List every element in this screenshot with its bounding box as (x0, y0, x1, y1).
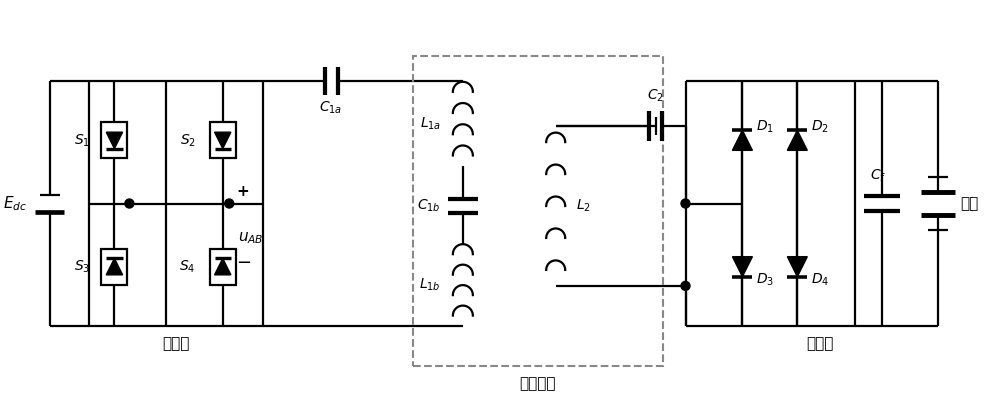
Text: $L_{1a}$: $L_{1a}$ (420, 115, 441, 132)
Text: −: − (236, 255, 251, 272)
Text: $D_{2}$: $D_{2}$ (811, 119, 829, 135)
Polygon shape (732, 130, 752, 150)
Text: 发射端: 发射端 (163, 336, 190, 351)
Text: $D_{3}$: $D_{3}$ (756, 272, 774, 288)
Circle shape (681, 281, 690, 290)
Text: 耦合机构: 耦合机构 (519, 376, 556, 391)
Bar (101, 122, 127, 158)
Text: $S_{4}$: $S_{4}$ (179, 258, 196, 275)
Text: $C_{1a}$: $C_{1a}$ (319, 99, 343, 116)
Polygon shape (215, 132, 231, 149)
Bar (210, 249, 236, 285)
Text: $E_{dc}$: $E_{dc}$ (3, 194, 28, 213)
Text: $u_{AB}$: $u_{AB}$ (238, 230, 264, 246)
Circle shape (225, 199, 234, 208)
Text: $S_{1}$: $S_{1}$ (74, 132, 90, 149)
Text: $S_{3}$: $S_{3}$ (74, 258, 90, 275)
Text: $S_{2}$: $S_{2}$ (180, 132, 196, 149)
Text: $D_{4}$: $D_{4}$ (811, 272, 830, 288)
Text: $L_{1b}$: $L_{1b}$ (419, 277, 441, 293)
Text: $D_{1}$: $D_{1}$ (756, 119, 774, 135)
Text: 接收端: 接收端 (807, 336, 834, 351)
Text: $C_{f}$: $C_{f}$ (870, 167, 886, 183)
Polygon shape (106, 132, 123, 149)
Text: $C_{2}$: $C_{2}$ (647, 88, 664, 104)
Polygon shape (106, 258, 123, 275)
Text: +: + (236, 184, 249, 199)
Text: $C_{1b}$: $C_{1b}$ (417, 198, 441, 214)
Bar (413, 56, 663, 366)
Text: $L_{2}$: $L_{2}$ (576, 198, 591, 214)
Polygon shape (787, 130, 807, 150)
Circle shape (681, 199, 690, 208)
Bar (101, 249, 127, 285)
Polygon shape (215, 258, 231, 275)
Bar (210, 122, 236, 158)
Polygon shape (787, 257, 807, 277)
Text: 电池: 电池 (960, 196, 978, 211)
Polygon shape (732, 257, 752, 277)
Circle shape (125, 199, 134, 208)
